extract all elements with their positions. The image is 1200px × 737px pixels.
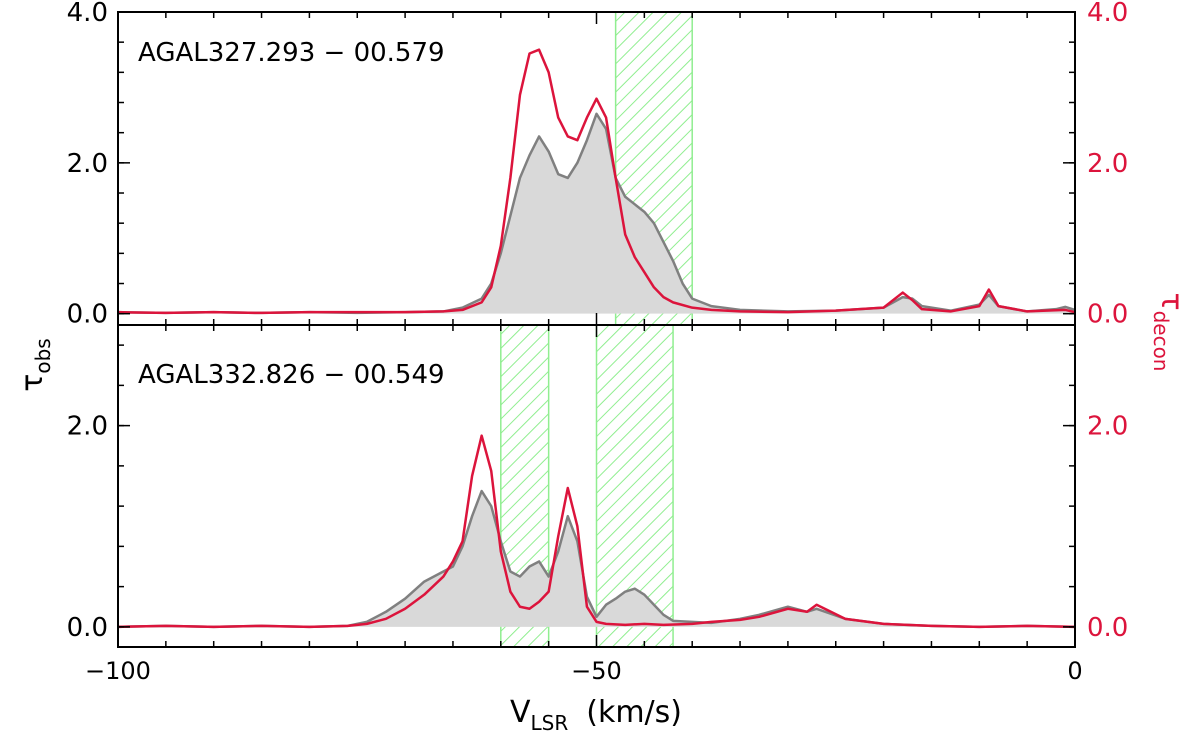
bottom-panel-title: AGAL332.826 − 00.549	[138, 360, 445, 390]
bottom-panel: −100 −50 00.02.00.02.0 AGAL332.826 − 00.54…	[67, 324, 1128, 685]
x-label-unit: (km/s)	[586, 695, 682, 730]
top-obs-area	[118, 113, 1075, 314]
top-y-left-tick-label: 2.0	[67, 149, 108, 179]
bottom-x-tick-label: −100	[85, 657, 151, 685]
y-right-label-sub: decon	[1149, 311, 1173, 372]
x-axis-label: VLSR (km/s)	[510, 695, 682, 735]
top-obs-line	[117, 112, 1076, 315]
bottom-ticks: −100 −50 00.02.00.02.0	[67, 325, 1128, 685]
top-y-right-tick-label: 0.0	[1087, 300, 1128, 330]
bottom-y-right-tick-label: 0.0	[1087, 613, 1128, 643]
top-decon-line	[117, 48, 1076, 315]
top-series-lines	[117, 48, 1076, 315]
bottom-y-left-tick-label: 0.0	[67, 613, 108, 643]
top-panel-title: AGAL327.293 − 00.579	[138, 38, 445, 68]
bottom-decon-line	[117, 434, 1076, 629]
bottom-x-tick-label: 0	[1067, 657, 1082, 685]
top-y-right-tick-label: 4.0	[1087, 0, 1128, 28]
bottom-shaded-band-1	[595, 324, 674, 648]
top-y-left-tick-label: 4.0	[67, 0, 108, 28]
y-left-label-sub: obs	[31, 338, 55, 373]
top-obs-fill	[118, 113, 1075, 314]
y-right-label-main: τ	[1154, 293, 1189, 311]
top-ticks: 0.0 2.0 4.0 0.0 2.0 4.0	[67, 0, 1129, 330]
top-panel: 0.0 2.0 4.0 0.0 2.0 4.0 AGAL327.293 − 00.579	[67, 0, 1129, 330]
bottom-shaded-bands	[500, 324, 674, 648]
bottom-obs-line	[117, 489, 1076, 629]
x-label-main: V	[510, 695, 531, 730]
y-axis-left-label: τobs	[15, 338, 55, 391]
top-y-right-tick-label: 2.0	[1087, 149, 1128, 179]
bottom-y-left-tick-label: 2.0	[67, 412, 108, 442]
y-left-label-main: τ	[15, 374, 50, 392]
bottom-x-tick-label: −50	[571, 657, 622, 685]
bottom-series-lines	[117, 434, 1076, 629]
y-axis-right-label: τdecon	[1149, 293, 1189, 372]
x-label-sub: LSR	[531, 711, 569, 735]
bottom-y-right-tick-label: 2.0	[1087, 412, 1128, 442]
top-y-left-tick-label: 0.0	[67, 300, 108, 330]
